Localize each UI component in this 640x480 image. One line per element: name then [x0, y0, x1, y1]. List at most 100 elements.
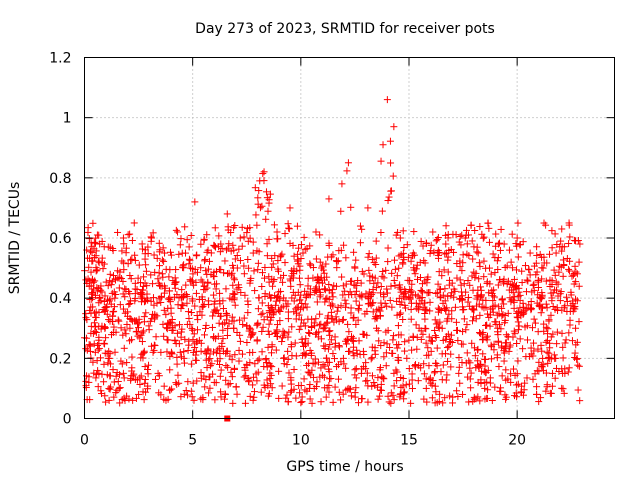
data-point	[356, 222, 364, 230]
data-point	[316, 291, 324, 299]
data-point	[386, 296, 394, 304]
data-point	[344, 384, 352, 392]
data-point	[382, 362, 390, 370]
data-point	[501, 316, 509, 324]
data-point	[112, 290, 120, 298]
data-point	[301, 322, 309, 330]
data-point	[441, 285, 449, 293]
data-point	[253, 247, 261, 255]
data-point	[417, 287, 425, 295]
data-point	[394, 228, 402, 236]
data-point	[486, 311, 494, 319]
data-point	[528, 305, 536, 313]
data-point	[173, 291, 181, 299]
data-point	[205, 389, 213, 397]
data-point	[231, 365, 239, 373]
data-point	[222, 376, 230, 384]
data-point	[118, 247, 126, 255]
data-point	[434, 304, 442, 312]
data-point	[141, 246, 149, 254]
data-point	[340, 241, 348, 249]
data-point	[339, 291, 347, 299]
data-point	[556, 290, 564, 298]
data-point	[326, 375, 334, 383]
data-point	[420, 257, 428, 265]
data-point	[189, 326, 197, 334]
data-point	[436, 390, 444, 398]
data-point	[530, 315, 538, 323]
data-point	[229, 399, 237, 407]
data-point	[478, 303, 486, 311]
data-point	[312, 315, 320, 323]
data-point	[142, 309, 150, 317]
data-point	[346, 288, 354, 296]
data-point	[431, 316, 439, 324]
data-point	[216, 248, 224, 256]
data-point	[140, 396, 148, 404]
data-point	[100, 360, 108, 368]
data-point	[228, 373, 236, 381]
data-point	[151, 312, 159, 320]
data-point	[285, 328, 293, 336]
data-point	[463, 321, 471, 329]
data-point	[282, 394, 290, 402]
data-point	[140, 349, 148, 357]
data-point	[317, 335, 325, 343]
data-point	[304, 368, 312, 376]
data-point	[176, 321, 184, 329]
data-point	[174, 228, 182, 236]
data-point	[565, 364, 573, 372]
data-point	[519, 238, 527, 246]
data-point	[468, 237, 476, 245]
data-point	[407, 399, 415, 407]
data-point	[329, 350, 337, 358]
data-point	[224, 325, 232, 333]
data-point	[363, 331, 371, 339]
data-point	[270, 308, 278, 316]
data-point	[475, 259, 483, 267]
data-point	[514, 318, 522, 326]
data-point	[559, 354, 567, 362]
data-point	[309, 264, 317, 272]
data-point	[349, 314, 357, 322]
data-point	[572, 295, 580, 303]
data-point	[572, 324, 580, 332]
data-point	[150, 301, 158, 309]
data-point	[258, 348, 266, 356]
data-point	[403, 354, 411, 362]
data-point	[200, 282, 208, 290]
data-point	[275, 367, 283, 375]
data-point	[244, 256, 252, 264]
data-point	[219, 305, 227, 313]
data-point	[266, 291, 274, 299]
data-point	[325, 358, 333, 366]
data-point	[413, 275, 421, 283]
data-point	[396, 300, 404, 308]
data-point	[284, 315, 292, 323]
data-point	[431, 382, 439, 390]
x-axis-label: GPS time / hours	[286, 459, 403, 475]
data-point	[279, 302, 287, 310]
data-point	[275, 288, 283, 296]
data-point	[548, 294, 556, 302]
data-point	[551, 271, 559, 279]
data-point	[408, 385, 416, 393]
data-point	[476, 223, 484, 231]
data-point	[229, 290, 237, 298]
data-point	[466, 302, 474, 310]
data-point	[98, 288, 106, 296]
data-point	[134, 332, 142, 340]
data-point	[507, 258, 515, 266]
data-point	[145, 326, 153, 334]
data-point	[339, 315, 347, 323]
data-point	[552, 249, 560, 257]
data-point	[123, 320, 131, 328]
data-point	[124, 231, 132, 239]
data-point	[218, 244, 226, 252]
x-tick-label: 5	[188, 433, 197, 449]
data-point	[158, 270, 166, 278]
data-point	[225, 240, 233, 248]
data-point	[165, 287, 173, 295]
data-point	[95, 259, 103, 267]
data-point	[309, 359, 317, 367]
